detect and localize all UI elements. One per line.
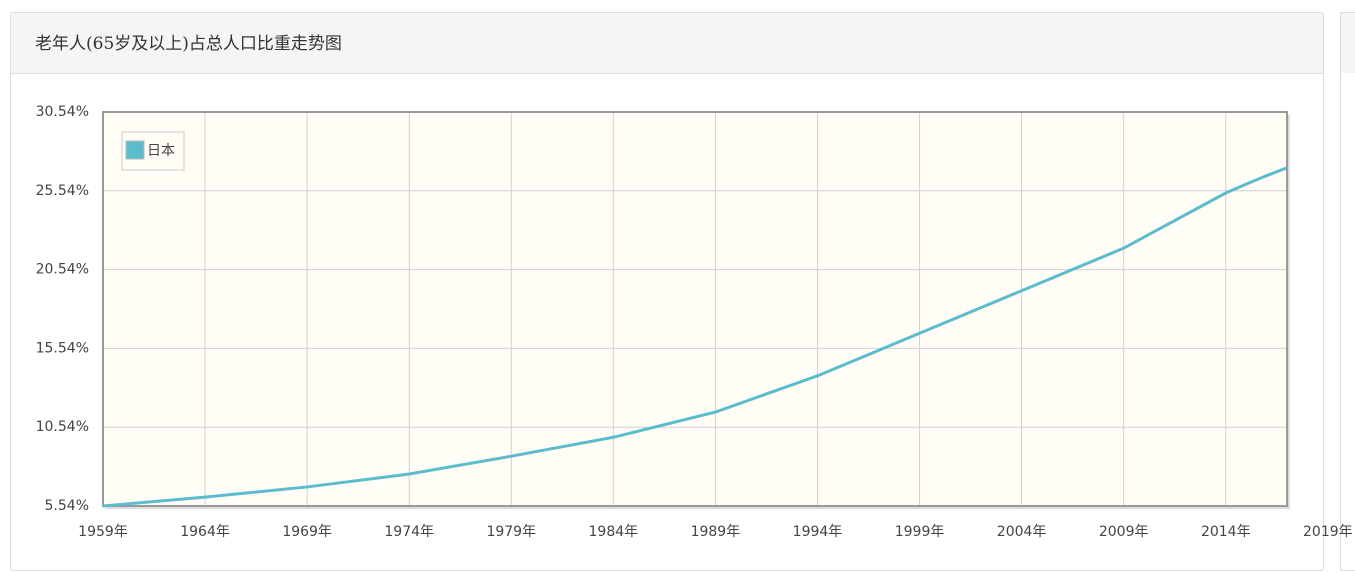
x-tick-label: 1964年 bbox=[180, 524, 230, 540]
legend-box bbox=[121, 131, 185, 171]
x-tick-label: 2004年 bbox=[997, 524, 1047, 540]
series-line bbox=[102, 166, 1288, 508]
legend-swatch bbox=[125, 140, 145, 160]
x-tick-label: 1999年 bbox=[895, 524, 945, 540]
x-tick-label: 2009年 bbox=[1099, 524, 1149, 540]
x-tick-label: 1969年 bbox=[282, 524, 332, 540]
card-title: 老年人(65岁及以上)占总人口比重走势图 bbox=[11, 13, 1323, 74]
x-tick-label: 1984年 bbox=[589, 524, 639, 540]
plot-frame bbox=[102, 111, 1288, 507]
x-tick-label: 1974年 bbox=[384, 524, 434, 540]
x-tick-label: 1959年 bbox=[78, 524, 128, 540]
y-tick-label: 25.54% bbox=[36, 183, 89, 199]
x-tick-label: 1989年 bbox=[691, 524, 741, 540]
legend-label: 日本 bbox=[147, 143, 175, 159]
y-tick-label: 20.54% bbox=[36, 262, 89, 278]
y-tick-label: 5.54% bbox=[45, 498, 89, 514]
x-tick-label: 2014年 bbox=[1201, 524, 1251, 540]
y-tick-label: 15.54% bbox=[36, 340, 89, 356]
y-tick-label: 30.54% bbox=[36, 104, 89, 120]
plot-area bbox=[103, 112, 1287, 506]
x-tick-label: 2019年 bbox=[1303, 524, 1353, 540]
side-card bbox=[1340, 12, 1355, 571]
x-tick-label: 1979年 bbox=[486, 524, 536, 540]
y-tick-label: 10.54% bbox=[36, 419, 89, 435]
x-tick-label: 1994年 bbox=[793, 524, 843, 540]
